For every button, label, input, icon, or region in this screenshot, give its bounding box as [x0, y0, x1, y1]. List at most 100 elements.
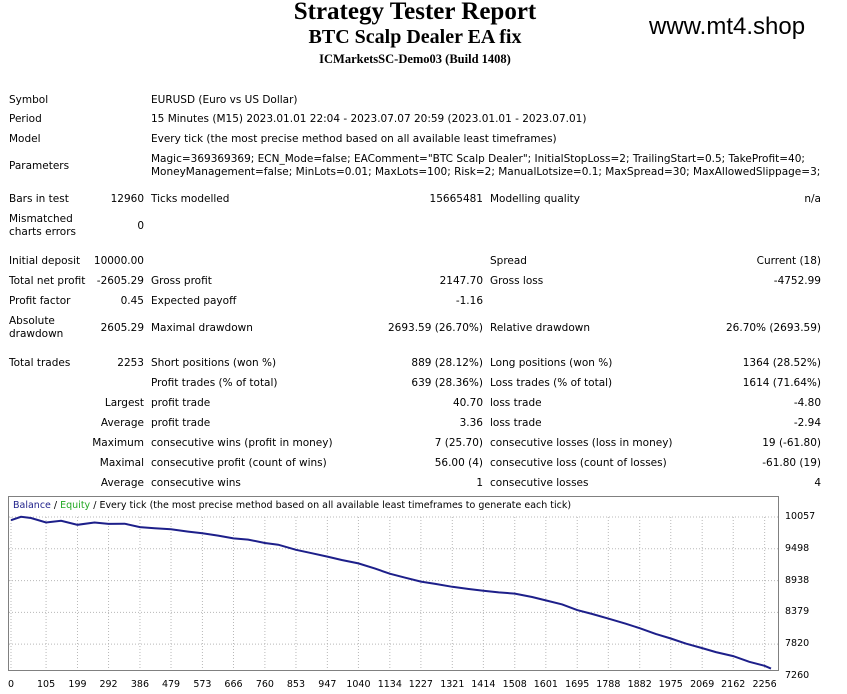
loss-trades-label: Loss trades (% of total): [490, 377, 613, 389]
deposit-value: 10000.00: [93, 255, 144, 267]
model-value: Every tick (the most precise method base…: [151, 133, 557, 145]
balance-chart-svg: [9, 515, 778, 670]
x-tick-label: 0: [7, 679, 15, 690]
x-tick-label: 947: [318, 679, 337, 690]
avg-losses-label: consecutive losses: [490, 477, 589, 489]
max-losses-label: consecutive losses (loss in money): [490, 437, 673, 449]
avg-loss-value: -2.94: [793, 417, 821, 429]
net-profit-label: Total net profit: [9, 275, 86, 287]
y-tick-label: 9498: [785, 542, 810, 554]
average-consecutive-label: Average: [100, 477, 144, 489]
model-label: Model: [9, 133, 41, 145]
legend-balance: Balance: [13, 500, 51, 511]
y-tick-label: 8938: [785, 574, 810, 586]
maximum-label: Maximum: [92, 437, 144, 449]
legend-separator-2: /: [90, 500, 100, 511]
net-profit-value: -2605.29: [96, 275, 144, 287]
x-tick-label: 1882: [627, 679, 652, 690]
short-positions-value: 889 (28.12%): [411, 357, 483, 369]
x-tick-label: 292: [99, 679, 118, 690]
bars-label: Bars in test: [9, 193, 69, 205]
short-positions-label: Short positions (won %): [151, 357, 277, 369]
profit-factor-label: Profit factor: [9, 295, 71, 307]
gross-loss-label: Gross loss: [490, 275, 544, 287]
x-tick-label: 1788: [596, 679, 621, 690]
largest-profit-label: profit trade: [151, 397, 211, 409]
y-tick-label: 7260: [785, 670, 810, 681]
bars-value: 12960: [110, 193, 144, 205]
x-tick-label: 386: [130, 679, 150, 690]
report-title: Strategy Tester Report: [293, 0, 537, 25]
deposit-label: Initial deposit: [9, 255, 81, 267]
ticks-value: 15665481: [429, 193, 483, 205]
x-tick-label: 1975: [658, 679, 683, 690]
legend-equity: Equity: [60, 500, 91, 511]
profit-trades-value: 639 (28.36%): [411, 377, 483, 389]
total-trades-value: 2253: [117, 357, 144, 369]
max-wins-label: consecutive wins (profit in money): [151, 437, 333, 449]
x-tick-label: 199: [68, 679, 87, 690]
x-tick-label: 1134: [377, 679, 402, 690]
parameters-label: Parameters: [9, 160, 70, 172]
gross-profit-value: 2147.70: [439, 275, 483, 287]
rel-drawdown-value: 26.70% (2693.59): [726, 322, 821, 334]
x-tick-label: 853: [286, 679, 306, 690]
x-tick-label: 1695: [565, 679, 590, 690]
avg-wins-label: consecutive wins: [151, 477, 241, 489]
y-tick-label: 10057: [785, 511, 816, 522]
maximal-profit-value: 56.00 (4): [434, 457, 483, 469]
quality-value: n/a: [804, 193, 821, 205]
spread-value: Current (18): [756, 255, 821, 267]
abs-drawdown-label-1: Absolute: [9, 315, 55, 327]
abs-drawdown-value: 2605.29: [100, 322, 144, 334]
avg-profit-value: 3.36: [459, 417, 483, 429]
avg-wins-value: 1: [476, 477, 483, 489]
avg-losses-value: 4: [814, 477, 821, 489]
balance-chart: [8, 496, 779, 671]
avg-loss-label: loss trade: [490, 417, 542, 429]
rel-drawdown-label: Relative drawdown: [490, 322, 591, 334]
maximal-label: Maximal: [99, 457, 144, 469]
ticks-label: Ticks modelled: [151, 193, 230, 205]
maximal-loss-value: -61.80 (19): [762, 457, 821, 469]
x-tick-label: 666: [224, 679, 243, 690]
x-tick-label: 1508: [502, 679, 527, 690]
x-tick-label: 1414: [471, 679, 496, 690]
period-label: Period: [9, 113, 42, 125]
long-positions-value: 1364 (28.52%): [742, 357, 821, 369]
max-wins-value: 7 (25.70): [434, 437, 483, 449]
profit-trades-label: Profit trades (% of total): [151, 377, 278, 389]
maximal-profit-label: consecutive profit (count of wins): [151, 457, 327, 469]
x-tick-label: 479: [161, 679, 181, 690]
max-drawdown-label: Maximal drawdown: [151, 322, 253, 334]
largest-loss-label: loss trade: [490, 397, 542, 409]
x-tick-label: 105: [37, 679, 56, 690]
abs-drawdown-label-2: drawdown: [9, 328, 64, 340]
parameters-line-1: Magic=369369369; ECN_Mode=false; EAComme…: [151, 153, 805, 165]
parameters-line-2: MoneyManagement=false; MinLots=0.01; Max…: [151, 166, 821, 178]
chart-legend: Balance / Equity / Every tick (the most …: [13, 500, 571, 511]
quality-label: Modelling quality: [490, 193, 580, 205]
gross-loss-value: -4752.99: [773, 275, 821, 287]
legend-separator-1: /: [50, 500, 61, 511]
x-tick-label: 1321: [440, 679, 465, 690]
profit-factor-value: 0.45: [120, 295, 144, 307]
x-tick-label: 573: [193, 679, 212, 690]
loss-trades-value: 1614 (71.64%): [742, 377, 821, 389]
symbol-label: Symbol: [9, 94, 49, 106]
avg-profit-label: profit trade: [151, 417, 211, 429]
period-value: 15 Minutes (M15) 2023.01.01 22:04 - 2023…: [151, 113, 587, 125]
expected-payoff-value: -1.16: [455, 295, 483, 307]
legend-description: Every tick (the most precise method base…: [99, 500, 572, 511]
mismatch-label-2: charts errors: [9, 226, 76, 238]
long-positions-label: Long positions (won %): [490, 357, 613, 369]
x-tick-label: 2069: [690, 679, 715, 690]
max-drawdown-value: 2693.59 (26.70%): [388, 322, 483, 334]
report-subtitle: BTC Scalp Dealer EA fix: [308, 26, 522, 48]
maximal-loss-label: consecutive loss (count of losses): [490, 457, 667, 469]
x-tick-label: 760: [255, 679, 274, 690]
max-losses-value: 19 (-61.80): [762, 437, 821, 449]
expected-payoff-label: Expected payoff: [151, 295, 237, 307]
gross-profit-label: Gross profit: [151, 275, 212, 287]
watermark-link[interactable]: www.mt4.shop: [649, 13, 806, 40]
